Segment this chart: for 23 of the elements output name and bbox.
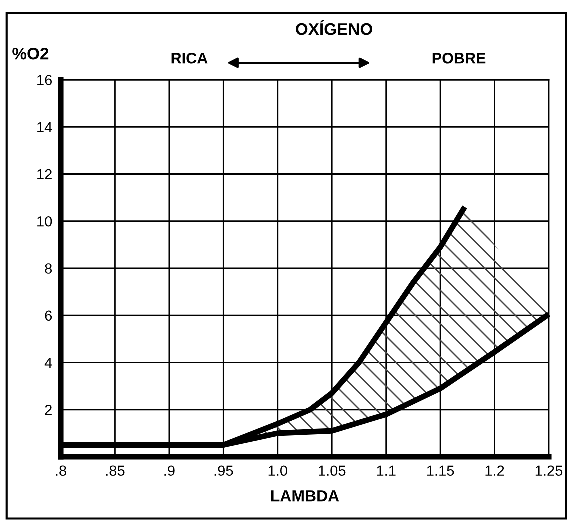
x-tick-label: 1.0	[268, 466, 288, 476]
y-tick-label: 12	[38, 169, 52, 180]
x-tick-label: 1.2	[486, 466, 504, 476]
x-tick-label: .9	[164, 466, 175, 476]
x-tick-label: .8	[56, 466, 66, 476]
y-tick-label: 2	[45, 404, 52, 416]
text: RICA	[172, 52, 208, 64]
y-tick-label: 6	[45, 310, 52, 322]
x-tick-label: .95	[214, 466, 234, 476]
x-axis-title: LAMBDA	[271, 490, 340, 502]
x-tick-label: 1.1	[377, 466, 396, 476]
x-tick-label: 1.25	[536, 466, 563, 476]
y-tick-label: 16	[38, 75, 52, 86]
x-tick-label: 1.05	[319, 466, 346, 476]
chart-title: OXÍGENO	[296, 20, 372, 36]
y-axis-title: %O2	[12, 48, 49, 60]
y-tick-label: 10	[38, 216, 52, 227]
y-tick-label: 8	[45, 264, 52, 274]
y-tick-label: 4	[44, 358, 52, 368]
y-tick-label: 14	[38, 122, 52, 132]
x-tick-label: .85	[106, 466, 125, 476]
x-tick-label: 1.15	[427, 466, 454, 476]
text: POBRE	[432, 52, 486, 64]
